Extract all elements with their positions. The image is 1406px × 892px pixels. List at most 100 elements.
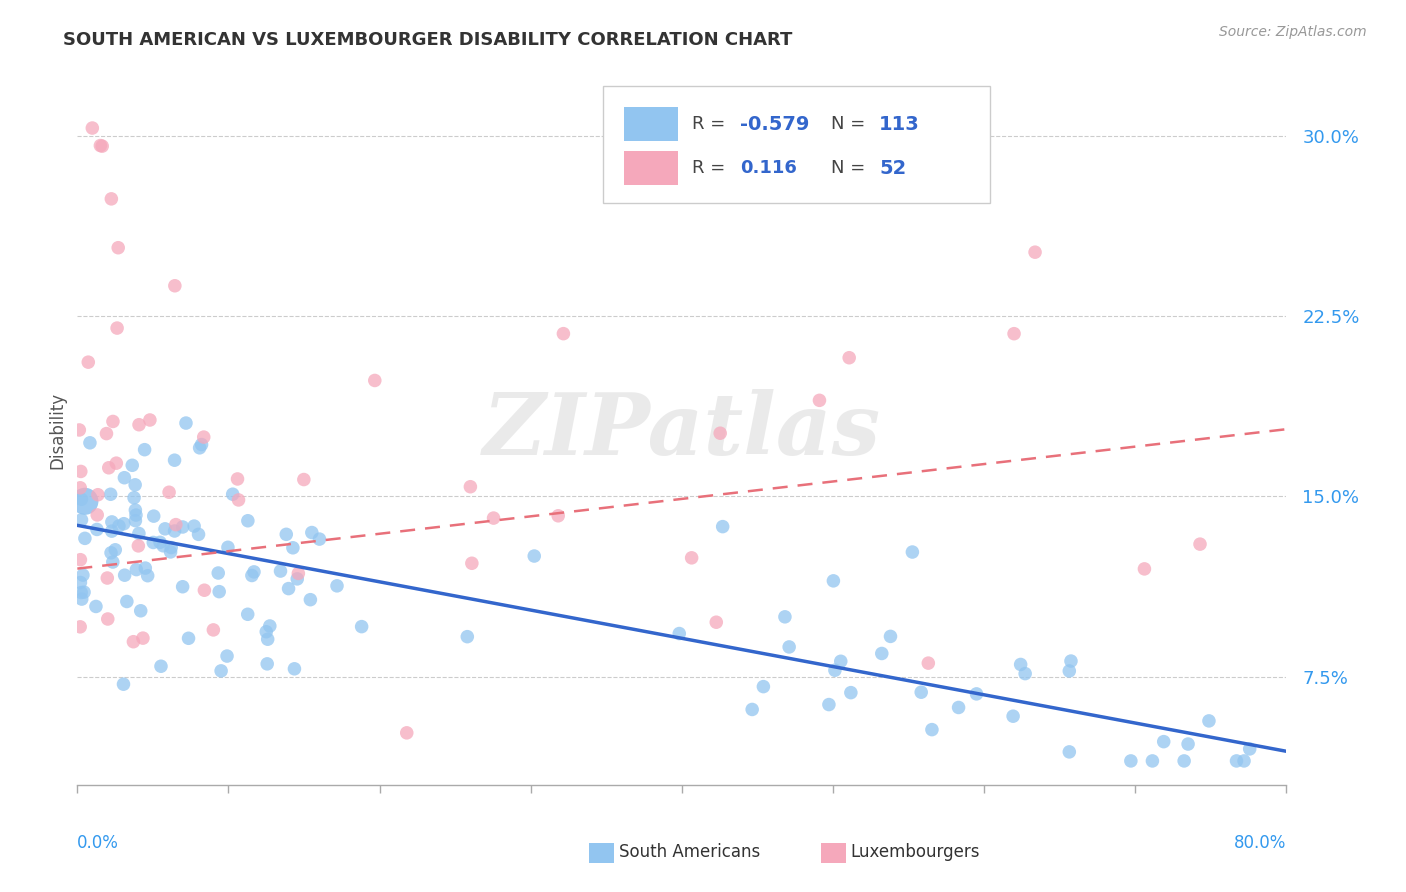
Point <box>172 520 194 534</box>
Point <box>824 663 846 677</box>
Point <box>285 572 308 586</box>
Point <box>704 615 727 630</box>
Point <box>839 685 862 699</box>
Point <box>124 503 146 517</box>
Text: SOUTH AMERICAN VS LUXEMBOURGER DISABILITY CORRELATION CHART: SOUTH AMERICAN VS LUXEMBOURGER DISABILIT… <box>63 31 793 49</box>
Text: Source: ZipAtlas.com: Source: ZipAtlas.com <box>1219 25 1367 39</box>
Point <box>86 508 108 522</box>
Point <box>70 492 93 507</box>
Point <box>86 523 108 537</box>
Text: South Americans: South Americans <box>619 843 759 861</box>
Point <box>1024 245 1046 260</box>
Point <box>67 423 90 437</box>
Text: 0.116: 0.116 <box>740 159 797 177</box>
Point <box>101 515 124 529</box>
Point <box>163 278 186 293</box>
Point <box>1188 537 1211 551</box>
Point <box>270 564 292 578</box>
Point <box>277 582 299 596</box>
Point <box>70 585 93 599</box>
Point <box>69 465 91 479</box>
Point <box>1059 745 1081 759</box>
Point <box>1002 326 1025 341</box>
Point <box>301 525 323 540</box>
Point <box>100 192 122 206</box>
Point <box>228 492 250 507</box>
Point <box>460 480 482 494</box>
Point <box>128 526 150 541</box>
Point <box>149 659 172 673</box>
Point <box>256 632 278 647</box>
Point <box>523 549 546 563</box>
Point <box>73 494 96 508</box>
Point <box>1119 754 1142 768</box>
Point <box>681 550 703 565</box>
Point <box>741 702 763 716</box>
Text: -0.579: -0.579 <box>740 114 810 134</box>
Point <box>121 458 143 473</box>
Point <box>101 414 124 428</box>
Point <box>709 426 731 441</box>
Point <box>112 516 135 531</box>
Point <box>69 552 91 566</box>
Point <box>127 539 149 553</box>
Point <box>188 441 211 455</box>
Point <box>256 657 278 671</box>
Point <box>292 473 315 487</box>
Point <box>122 491 145 505</box>
Point <box>364 374 387 388</box>
Point <box>190 437 212 451</box>
Point <box>482 511 505 525</box>
FancyBboxPatch shape <box>603 87 990 203</box>
Point <box>165 517 187 532</box>
Point <box>125 508 148 522</box>
Point <box>547 508 569 523</box>
Point <box>82 121 104 136</box>
Point <box>208 584 231 599</box>
Point <box>177 632 200 646</box>
Point <box>966 687 988 701</box>
Point <box>236 607 259 622</box>
Point <box>1133 562 1156 576</box>
Point <box>70 592 93 607</box>
Point <box>215 648 238 663</box>
Point <box>183 519 205 533</box>
Point <box>207 566 229 580</box>
Point <box>174 416 197 430</box>
Point <box>395 726 418 740</box>
Point <box>172 580 194 594</box>
Point <box>77 355 100 369</box>
Point <box>125 563 148 577</box>
Point <box>149 535 172 549</box>
Point <box>132 631 155 645</box>
Point <box>128 417 150 432</box>
Point <box>308 532 330 546</box>
Point <box>153 522 176 536</box>
Point <box>1142 754 1164 768</box>
Point <box>879 629 901 643</box>
Point <box>948 700 970 714</box>
Point <box>299 592 322 607</box>
Point <box>159 545 181 559</box>
Point <box>101 555 124 569</box>
Text: 113: 113 <box>879 114 920 134</box>
Point <box>134 442 156 457</box>
Point <box>79 435 101 450</box>
Point <box>1239 742 1261 756</box>
Point <box>217 541 239 555</box>
Point <box>124 514 146 528</box>
Point <box>112 677 135 691</box>
Point <box>87 488 110 502</box>
Point <box>142 509 165 524</box>
Text: 52: 52 <box>879 159 907 178</box>
Point <box>108 519 131 533</box>
Point <box>97 460 120 475</box>
Point <box>1153 734 1175 748</box>
Point <box>668 626 690 640</box>
Point <box>152 539 174 553</box>
Point <box>91 139 114 153</box>
Point <box>910 685 932 699</box>
Point <box>122 634 145 648</box>
Point <box>142 535 165 549</box>
Point <box>112 471 135 485</box>
